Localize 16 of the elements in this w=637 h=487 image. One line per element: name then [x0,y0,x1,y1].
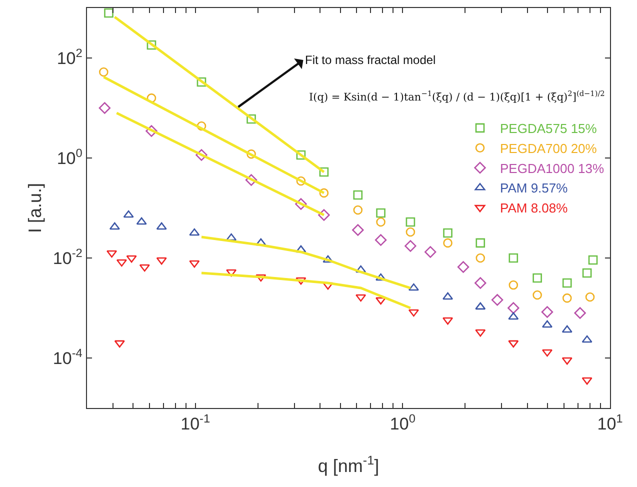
y-axis-title: I [a.u.] [25,182,46,234]
legend-label: PEGDA575 15% [500,121,598,136]
legend-label: PEGDA700 20% [500,140,598,156]
x-tick-label: 10$^{0}$ [390,411,416,434]
x-tick-label: 10$^{1}$ [597,411,624,434]
y-tick-label: 10$^{-4}$ [52,346,83,368]
legend-label: PEGDA1000 13% [500,160,605,176]
legend-label: PAM 8.08% [500,200,568,216]
x-axis-title: q [nm$^{-1}$] [318,454,380,476]
y-tick-label: 10$^{2}$ [56,46,83,68]
annotation: I(q) = Ksin(d − 1)tan$^{−1}$(ξq) / (d − 1)(ξq)[1 + (ξq)$^{2}$]$^{(d−1)/2}$ [309,89,605,104]
x-tick-label: 10$^{-1}$ [180,411,211,434]
legend-label: PAM 9.57% [500,180,568,196]
y-tick-label: 10$^{0}$ [56,146,83,168]
annotation: Fit to mass fractal model [305,53,436,67]
y-tick-label: 10$^{-2}$ [52,246,83,268]
